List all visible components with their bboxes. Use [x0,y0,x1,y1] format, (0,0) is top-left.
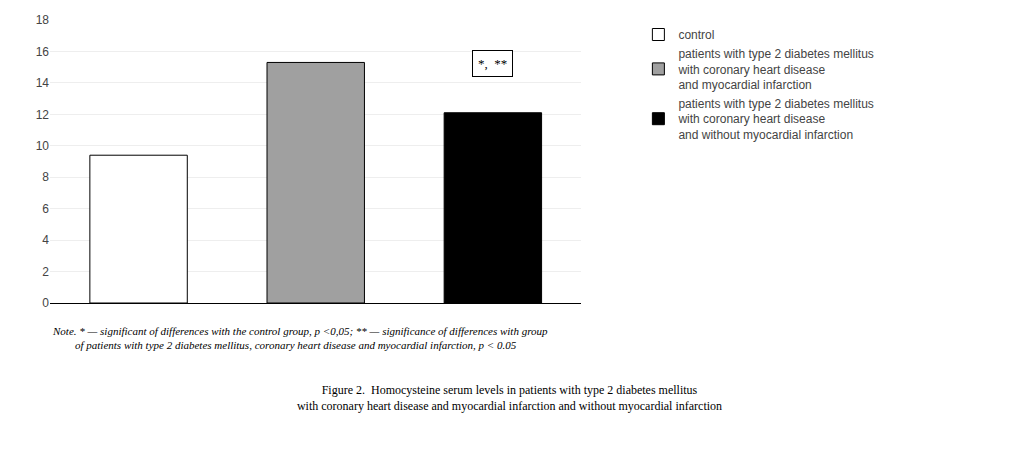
svg-text:4: 4 [42,233,49,247]
svg-text:Figure 2. Homocysteine serum: Figure 2. Homocysteine serum levels in p… [297,383,722,413]
svg-text:2: 2 [42,265,49,279]
svg-text:0: 0 [42,296,49,310]
svg-text:6: 6 [42,202,49,216]
svg-text:patients with type 2 diabetes: patients with type 2 diabetes mellituswi… [677,47,873,92]
svg-text:16: 16 [36,45,50,59]
svg-text:Note. * — significant of diffe: Note. * — significant of differences wit… [52,325,548,351]
svg-text:18: 18 [36,13,50,27]
svg-text:8: 8 [42,170,49,184]
svg-text:14: 14 [36,76,50,90]
svg-text:control: control [678,28,714,42]
svg-text:*, **: *, ** [478,56,507,71]
svg-text:10: 10 [36,139,50,153]
svg-text:12: 12 [36,108,50,122]
svg-text:patients with type 2 diabetes: patients with type 2 diabetes mellituswi… [677,97,873,142]
